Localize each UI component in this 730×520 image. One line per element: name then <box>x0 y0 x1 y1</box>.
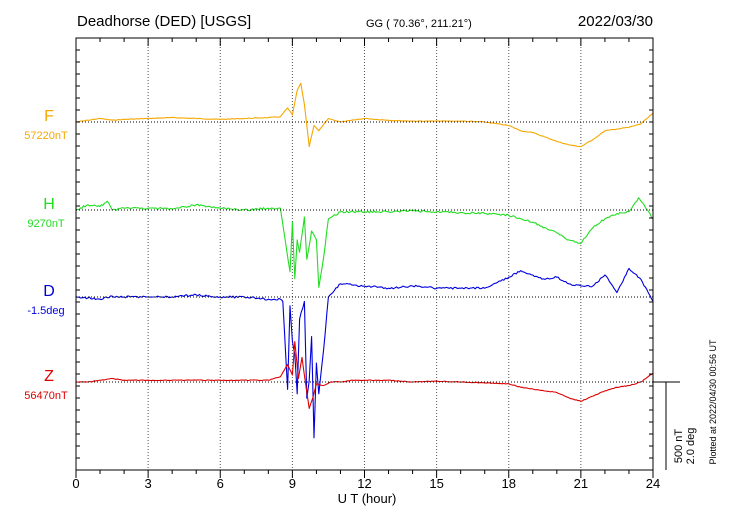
scale-bar-nt-label: 500 nT <box>673 429 685 464</box>
series-name-F: F <box>44 108 54 125</box>
x-tick-label: 24 <box>646 476 660 491</box>
x-tick-label: 3 <box>145 476 152 491</box>
plot-date: 2022/03/30 <box>578 13 653 30</box>
series-name-Z: Z <box>44 368 54 385</box>
x-axis-tick-labels: 0 3 6 9 12 15 18 21 24 <box>72 476 660 491</box>
x-tick-label: 21 <box>574 476 588 491</box>
station-title: Deadhorse (DED) [USGS] <box>77 13 251 30</box>
series-baseline-D: -1.5deg <box>27 305 64 317</box>
scale-bar-deg-label: 2.0 deg <box>685 428 697 465</box>
x-axis-ticks <box>75 37 654 478</box>
x-tick-label: 15 <box>429 476 443 491</box>
series-line-F <box>75 82 654 148</box>
station-coordinates: GG ( 70.36°, 211.21°) <box>366 18 472 30</box>
series-name-D: D <box>43 283 55 300</box>
x-tick-label: 12 <box>357 476 371 491</box>
series-labels: F 57220nT H 9270nT D -1.5deg Z 56470nT <box>24 108 68 402</box>
scale-bar <box>653 381 680 470</box>
x-axis-label: U T (hour) <box>338 491 397 506</box>
x-tick-label: 6 <box>217 476 224 491</box>
series-baseline-F: 57220nT <box>24 130 68 142</box>
series-baseline-Z: 56470nT <box>24 390 68 402</box>
series-line-Z <box>76 340 654 409</box>
series-name-H: H <box>43 196 55 213</box>
x-tick-label: 0 <box>72 476 79 491</box>
x-tick-label: 18 <box>502 476 516 491</box>
series-baseline-H: 9270nT <box>27 218 65 230</box>
baseline-lines <box>76 121 653 383</box>
plotted-at-note: Plotted at 2022/04/30 00:56 UT <box>708 339 718 465</box>
x-tick-label: 9 <box>289 476 296 491</box>
series-line-H <box>75 197 654 288</box>
grid-lines <box>147 38 582 470</box>
